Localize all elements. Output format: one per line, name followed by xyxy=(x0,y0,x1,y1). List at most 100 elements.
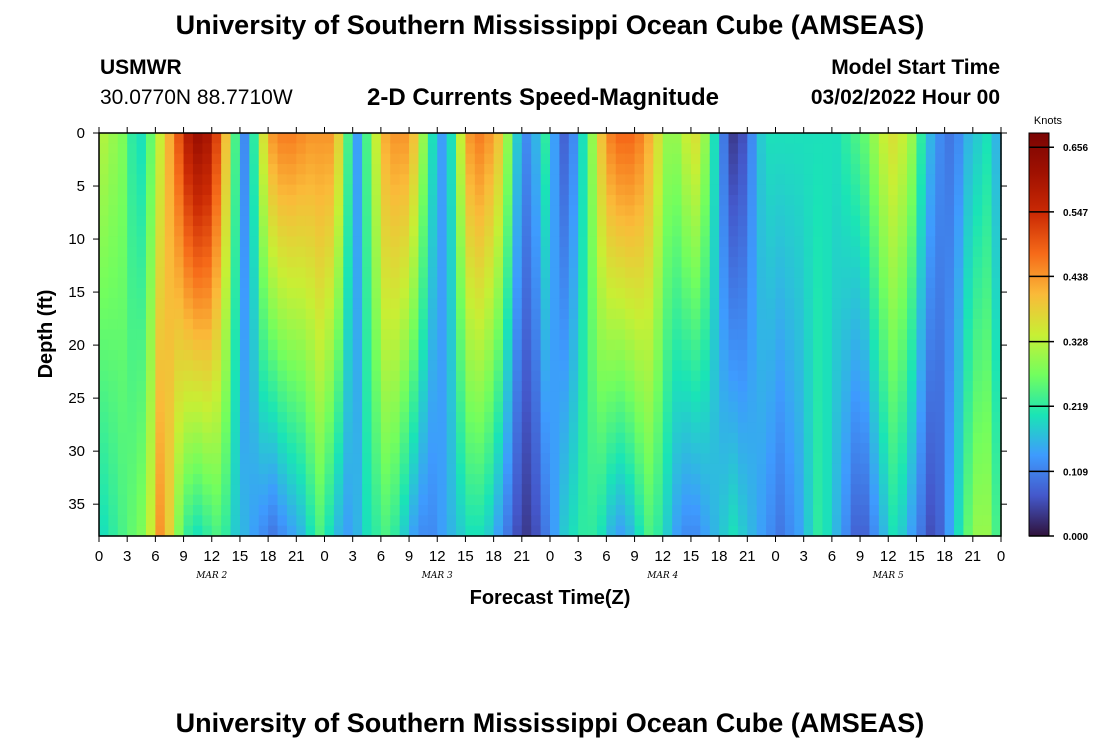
heat-cell xyxy=(756,257,767,268)
heat-cell xyxy=(540,370,551,382)
heat-cell xyxy=(756,215,767,227)
heat-cell xyxy=(230,143,241,155)
heat-cell xyxy=(296,329,307,341)
heat-cell xyxy=(822,205,833,217)
heat-cell xyxy=(972,432,983,444)
heat-cell xyxy=(493,463,504,475)
heat-cell xyxy=(615,246,626,258)
heat-cell xyxy=(99,360,109,372)
heat-cell xyxy=(108,143,119,155)
heat-cell xyxy=(653,453,664,465)
heat-cell xyxy=(465,184,476,196)
heat-cell xyxy=(268,308,279,320)
heat-cell xyxy=(239,505,250,516)
heat-cell xyxy=(174,143,185,155)
heat-cell xyxy=(982,484,993,496)
heat-cell xyxy=(456,422,467,434)
heat-cell xyxy=(474,143,485,155)
heat-cell xyxy=(531,308,542,320)
heat-cell xyxy=(127,257,138,268)
heat-cell xyxy=(155,164,166,175)
heat-cell xyxy=(747,267,758,279)
y-tick-label: 20 xyxy=(68,337,85,354)
heat-cell xyxy=(672,277,683,289)
heat-cell xyxy=(728,329,739,341)
heat-cell xyxy=(239,143,250,155)
heat-cell xyxy=(860,329,871,341)
heat-cell xyxy=(625,474,636,485)
heat-cell xyxy=(99,329,109,341)
heat-cell xyxy=(719,236,730,248)
heat-cell xyxy=(268,453,279,465)
heat-cell xyxy=(362,257,373,268)
heat-cell xyxy=(550,153,560,165)
heat-cell xyxy=(709,391,720,403)
heat-cell xyxy=(315,277,326,289)
heat-cell xyxy=(784,174,795,186)
heat-cell xyxy=(766,381,777,392)
heat-cell xyxy=(117,164,128,175)
heat-cell xyxy=(728,391,739,403)
heat-cell xyxy=(794,453,805,465)
heat-cell xyxy=(625,257,636,268)
heat-cell xyxy=(822,494,833,506)
heat-cell xyxy=(230,350,241,361)
heat-cell xyxy=(174,381,185,392)
heat-cell xyxy=(371,360,382,372)
heat-cell xyxy=(690,133,701,144)
heat-cell xyxy=(437,215,448,227)
heat-cell xyxy=(578,515,589,527)
heat-cell xyxy=(145,288,156,299)
heat-cell xyxy=(775,164,786,175)
heat-cell xyxy=(192,236,203,248)
heat-cell xyxy=(615,484,626,496)
heat-cell xyxy=(775,401,786,413)
heat-cell xyxy=(315,153,326,165)
heat-cell xyxy=(888,381,899,392)
heat-cell xyxy=(531,236,542,248)
heat-cell xyxy=(972,505,983,516)
heat-cell xyxy=(869,215,880,227)
heat-cell xyxy=(390,308,401,320)
heat-cell xyxy=(766,360,777,372)
heat-cell xyxy=(174,226,185,237)
heat-cell xyxy=(916,236,927,248)
heat-cell xyxy=(766,391,777,403)
heat-cell xyxy=(850,257,861,268)
heat-cell xyxy=(174,515,185,527)
heat-cell xyxy=(587,370,598,382)
heat-cell xyxy=(737,319,748,330)
heat-cell xyxy=(672,195,683,206)
heat-cell xyxy=(615,401,626,413)
heat-cell xyxy=(991,308,1002,320)
heat-cell xyxy=(719,525,730,537)
heat-cell xyxy=(145,505,156,516)
heat-cell xyxy=(249,195,260,206)
heat-cell xyxy=(813,205,824,217)
heat-cell xyxy=(690,432,701,444)
heat-cell xyxy=(258,184,269,196)
heat-cell xyxy=(277,195,288,206)
heat-cell xyxy=(174,298,185,310)
heat-cell xyxy=(690,360,701,372)
heat-cell xyxy=(99,236,109,248)
heat-cell xyxy=(164,474,175,485)
heat-cell xyxy=(747,288,758,299)
heat-cell xyxy=(108,164,119,175)
heat-cell xyxy=(484,153,495,165)
heat-cell xyxy=(427,432,438,444)
heat-cell xyxy=(474,215,485,227)
heat-cell xyxy=(145,319,156,330)
heat-cell xyxy=(803,474,814,485)
heat-cell xyxy=(521,463,532,475)
x-tick-label: 3 xyxy=(349,548,357,565)
heat-cell xyxy=(362,153,373,165)
heat-cell xyxy=(399,401,410,413)
heat-cell xyxy=(531,494,542,506)
heat-cell xyxy=(540,401,551,413)
heat-cell xyxy=(841,525,852,537)
heat-cell xyxy=(484,215,495,227)
heat-cell xyxy=(324,195,335,206)
heat-cell xyxy=(380,484,391,496)
heat-cell xyxy=(512,422,523,434)
